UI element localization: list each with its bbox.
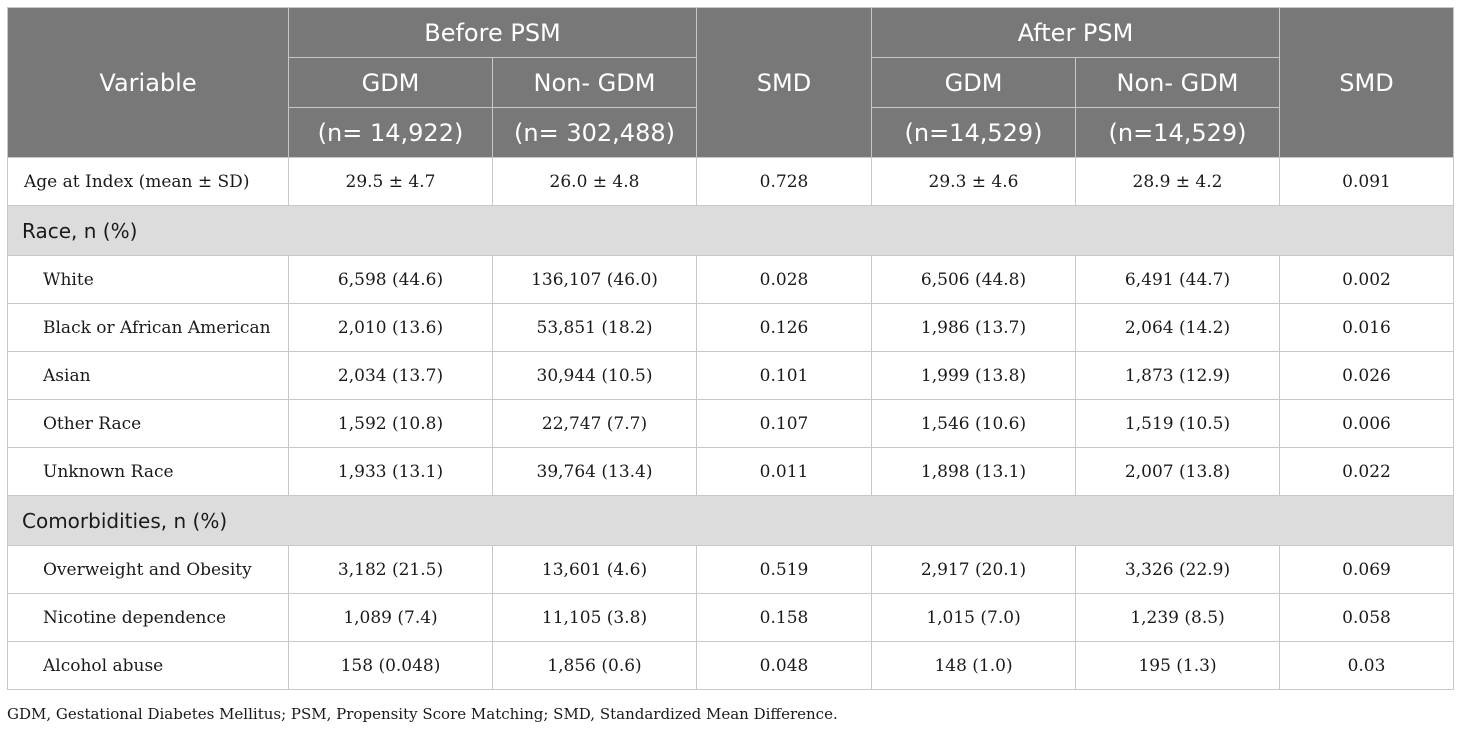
before-gdm-value: 2,034 (13.7): [288, 351, 493, 400]
after-gdm-value: 2,917 (20.1): [871, 545, 1077, 594]
smd-after-value: 0.026: [1279, 351, 1455, 400]
section-header-race: Race, n (%): [6, 205, 1455, 256]
smd-before-value: 0.728: [696, 157, 873, 206]
after-non-gdm-value: 2,007 (13.8): [1075, 447, 1281, 496]
table-row: White 6,598 (44.6) 136,107 (46.0) 0.028 …: [7, 255, 1455, 304]
smd-before-value: 0.028: [696, 255, 873, 304]
table-row: Asian 2,034 (13.7) 30,944 (10.5) 0.101 1…: [7, 351, 1455, 400]
table-row: Unknown Race 1,933 (13.1) 39,764 (13.4) …: [7, 447, 1455, 496]
before-non-gdm-value: 22,747 (7.7): [491, 399, 698, 448]
smd-before-value: 0.519: [696, 545, 873, 594]
before-non-gdm-value: 1,856 (0.6): [491, 641, 698, 690]
table-row: Nicotine dependence 1,089 (7.4) 11,105 (…: [7, 593, 1455, 642]
before-non-gdm-count: (n= 302,488): [491, 107, 698, 158]
before-gdm-value: 1,933 (13.1): [288, 447, 493, 496]
before-gdm-count: (n= 14,922): [288, 107, 493, 158]
variable-header: Variable: [7, 7, 289, 158]
before-gdm-value: 158 (0.048): [288, 641, 493, 690]
before-gdm-value: 6,598 (44.6): [288, 255, 493, 304]
before-non-gdm-value: 13,601 (4.6): [491, 545, 698, 594]
after-non-gdm-header: Non- GDM: [1075, 57, 1281, 108]
row-label: Age at Index (mean ± SD): [7, 157, 289, 206]
after-gdm-value: 1,546 (10.6): [871, 399, 1077, 448]
smd-after-value: 0.002: [1279, 255, 1455, 304]
after-non-gdm-count: (n=14,529): [1075, 107, 1281, 158]
section-title: Race, n (%): [6, 205, 1455, 256]
table-row: Overweight and Obesity 3,182 (21.5) 13,6…: [7, 545, 1455, 594]
smd-after-value: 0.069: [1279, 545, 1455, 594]
row-label: White: [7, 255, 289, 304]
smd-before-header: SMD: [696, 7, 873, 158]
row-label: Unknown Race: [7, 447, 289, 496]
before-psm-header: Before PSM: [287, 7, 698, 58]
table-header: Variable Before PSM SMD After PSM SMD GD…: [7, 7, 1455, 158]
smd-after-value: 0.091: [1279, 157, 1455, 206]
smd-after-value: 0.03: [1279, 641, 1455, 690]
psm-baseline-table: Variable Before PSM SMD After PSM SMD GD…: [6, 7, 1455, 690]
after-non-gdm-value: 195 (1.3): [1075, 641, 1281, 690]
before-gdm-value: 3,182 (21.5): [288, 545, 493, 594]
row-label: Asian: [7, 351, 289, 400]
after-gdm-count: (n=14,529): [871, 107, 1077, 158]
after-gdm-value: 6,506 (44.8): [871, 255, 1077, 304]
before-non-gdm-value: 30,944 (10.5): [491, 351, 698, 400]
after-gdm-value: 1,999 (13.8): [871, 351, 1077, 400]
before-non-gdm-header: Non- GDM: [491, 57, 698, 108]
smd-before-value: 0.011: [696, 447, 873, 496]
after-non-gdm-value: 6,491 (44.7): [1075, 255, 1281, 304]
smd-after-value: 0.016: [1279, 303, 1455, 352]
table-footnote: GDM, Gestational Diabetes Mellitus; PSM,…: [7, 705, 838, 723]
before-non-gdm-value: 53,851 (18.2): [491, 303, 698, 352]
smd-before-value: 0.101: [696, 351, 873, 400]
before-non-gdm-value: 136,107 (46.0): [491, 255, 698, 304]
before-gdm-header: GDM: [288, 57, 493, 108]
row-label: Nicotine dependence: [7, 593, 289, 642]
section-title: Comorbidities, n (%): [6, 495, 1455, 546]
table-row-age: Age at Index (mean ± SD) 29.5 ± 4.7 26.0…: [7, 157, 1455, 206]
row-label: Black or African American: [7, 303, 289, 352]
smd-after-value: 0.006: [1279, 399, 1455, 448]
table-row: Other Race 1,592 (10.8) 22,747 (7.7) 0.1…: [7, 399, 1455, 448]
table-row: Alcohol abuse 158 (0.048) 1,856 (0.6) 0.…: [7, 641, 1455, 690]
after-non-gdm-value: 1,873 (12.9): [1075, 351, 1281, 400]
after-non-gdm-value: 3,326 (22.9): [1075, 545, 1281, 594]
before-gdm-value: 2,010 (13.6): [288, 303, 493, 352]
before-non-gdm-value: 26.0 ± 4.8: [491, 157, 698, 206]
smd-before-value: 0.048: [696, 641, 873, 690]
after-psm-header: After PSM: [871, 7, 1281, 58]
after-gdm-value: 1,986 (13.7): [871, 303, 1077, 352]
section-header-comorbidities: Comorbidities, n (%): [6, 495, 1455, 546]
after-gdm-header: GDM: [871, 57, 1077, 108]
before-non-gdm-value: 39,764 (13.4): [491, 447, 698, 496]
after-non-gdm-value: 28.9 ± 4.2: [1075, 157, 1281, 206]
smd-before-value: 0.158: [696, 593, 873, 642]
before-gdm-value: 1,089 (7.4): [288, 593, 493, 642]
after-gdm-value: 1,898 (13.1): [871, 447, 1077, 496]
smd-before-value: 0.107: [696, 399, 873, 448]
after-non-gdm-value: 1,239 (8.5): [1075, 593, 1281, 642]
after-non-gdm-value: 2,064 (14.2): [1075, 303, 1281, 352]
smd-after-value: 0.058: [1279, 593, 1455, 642]
smd-before-value: 0.126: [696, 303, 873, 352]
row-label: Overweight and Obesity: [7, 545, 289, 594]
smd-after-header: SMD: [1279, 7, 1455, 158]
before-gdm-value: 1,592 (10.8): [288, 399, 493, 448]
table-body: Age at Index (mean ± SD) 29.5 ± 4.7 26.0…: [6, 157, 1455, 690]
smd-after-value: 0.022: [1279, 447, 1455, 496]
before-non-gdm-value: 11,105 (3.8): [491, 593, 698, 642]
table-row: Black or African American 2,010 (13.6) 5…: [7, 303, 1455, 352]
after-gdm-value: 29.3 ± 4.6: [871, 157, 1077, 206]
row-label: Alcohol abuse: [7, 641, 289, 690]
before-gdm-value: 29.5 ± 4.7: [288, 157, 493, 206]
after-non-gdm-value: 1,519 (10.5): [1075, 399, 1281, 448]
after-gdm-value: 148 (1.0): [871, 641, 1077, 690]
after-gdm-value: 1,015 (7.0): [871, 593, 1077, 642]
row-label: Other Race: [7, 399, 289, 448]
